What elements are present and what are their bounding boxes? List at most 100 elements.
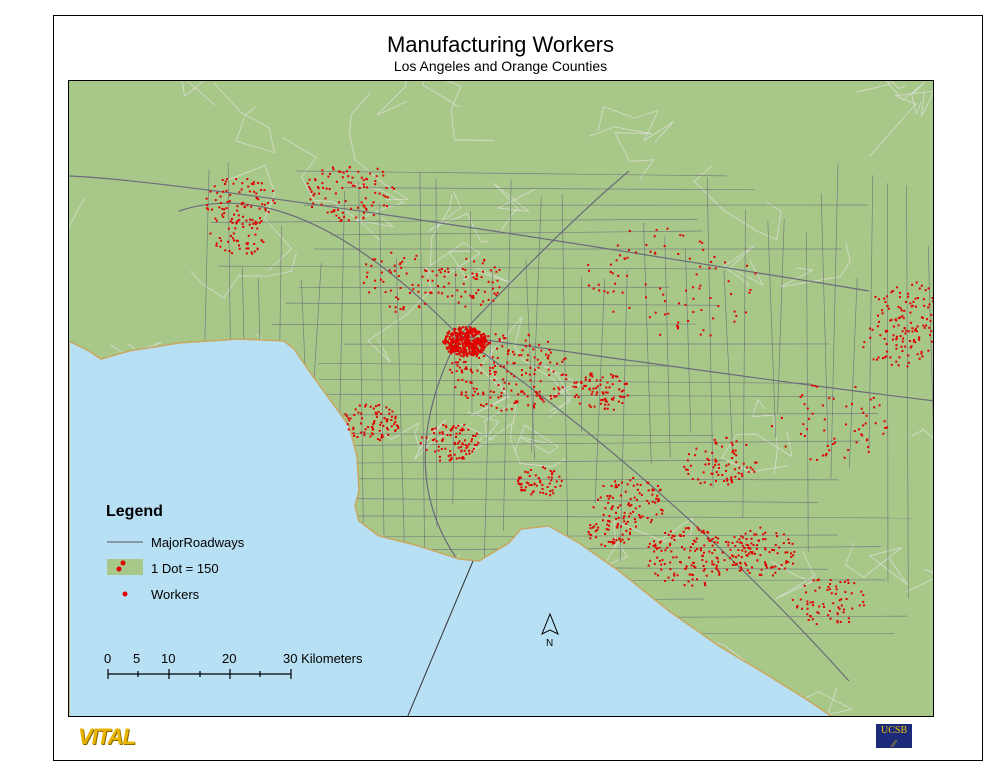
worker-dot	[245, 247, 248, 250]
worker-dot	[454, 350, 457, 353]
worker-dot	[669, 568, 672, 571]
worker-dot	[424, 291, 427, 294]
worker-dot	[621, 291, 624, 294]
worker-dot	[874, 295, 877, 298]
worker-dot	[692, 561, 695, 564]
worker-dot	[897, 305, 900, 308]
worker-dot	[932, 351, 933, 354]
worker-dot	[731, 450, 734, 453]
worker-dot	[714, 480, 717, 483]
worker-dot	[745, 443, 748, 446]
worker-dot	[457, 343, 460, 346]
worker-dot	[851, 607, 854, 610]
worker-dot	[465, 380, 468, 383]
worker-dot	[491, 287, 494, 290]
worker-dot	[731, 564, 734, 567]
worker-dot	[380, 271, 383, 274]
worker-dot	[238, 244, 241, 247]
worker-dot	[444, 340, 447, 343]
worker-dot	[374, 411, 377, 414]
worker-dot	[351, 184, 354, 187]
worker-dot	[461, 331, 464, 334]
worker-dot	[538, 390, 541, 393]
worker-dot	[885, 355, 888, 358]
worker-dot	[705, 574, 708, 577]
worker-dot	[801, 394, 804, 397]
worker-dot	[762, 538, 765, 541]
worker-dot	[707, 537, 710, 540]
worker-dot	[533, 406, 536, 409]
worker-dot	[441, 439, 444, 442]
worker-dot	[480, 363, 483, 366]
worker-dot	[309, 198, 312, 201]
worker-dot	[497, 396, 500, 399]
worker-dot	[444, 270, 447, 273]
worker-dot	[480, 337, 483, 340]
worker-dot	[455, 457, 458, 460]
worker-dot	[456, 344, 459, 347]
worker-dot	[669, 544, 672, 547]
worker-dot	[835, 588, 838, 591]
worker-dot	[670, 550, 673, 553]
worker-dot	[417, 284, 420, 287]
worker-dot	[787, 538, 790, 541]
worker-dot	[791, 562, 794, 565]
worker-dot	[918, 287, 921, 290]
worker-dot	[654, 311, 657, 314]
worker-dot	[714, 267, 717, 270]
worker-dot	[595, 387, 598, 390]
worker-dot	[376, 167, 379, 170]
worker-dot	[621, 481, 624, 484]
worker-dot	[394, 306, 397, 309]
worker-dot	[471, 438, 474, 441]
worker-dot	[453, 329, 456, 332]
worker-dot	[257, 198, 260, 201]
worker-dot	[383, 417, 386, 420]
worker-dot	[676, 327, 679, 330]
worker-dot	[260, 182, 263, 185]
worker-dot	[608, 386, 611, 389]
worker-dot	[267, 210, 270, 213]
worker-dot	[754, 461, 757, 464]
worker-dot	[778, 567, 781, 570]
worker-dot	[634, 525, 637, 528]
worker-dot	[421, 275, 424, 278]
worker-dot	[465, 349, 468, 352]
worker-dot	[492, 391, 495, 394]
worker-dot	[883, 337, 886, 340]
worker-dot	[654, 544, 657, 547]
worker-dot	[236, 239, 239, 242]
worker-dot	[473, 331, 476, 334]
worker-dot	[726, 479, 729, 482]
worker-dot	[264, 207, 267, 210]
worker-dot	[612, 538, 615, 541]
worker-dot	[561, 386, 564, 389]
worker-dot	[427, 279, 430, 282]
worker-dot	[455, 335, 458, 338]
worker-dot	[493, 370, 496, 373]
worker-dot	[464, 338, 467, 341]
worker-dot	[419, 442, 422, 445]
worker-dot	[699, 284, 702, 287]
worker-dot	[464, 444, 467, 447]
worker-dot	[799, 598, 802, 601]
worker-dot	[365, 263, 368, 266]
worker-dot	[480, 351, 483, 354]
worker-dot	[600, 399, 603, 402]
worker-dot	[878, 320, 881, 323]
worker-dot	[209, 232, 212, 235]
worker-dot	[738, 569, 741, 572]
worker-dot	[738, 466, 741, 469]
worker-dot	[534, 474, 537, 477]
worker-dot	[872, 358, 875, 361]
worker-dot	[541, 483, 544, 486]
worker-dot	[443, 285, 446, 288]
worker-dot	[749, 289, 752, 292]
worker-dot	[242, 225, 245, 228]
worker-dot	[655, 497, 658, 500]
worker-dot	[909, 321, 912, 324]
worker-dot	[463, 353, 466, 356]
worker-dot	[930, 340, 933, 343]
worker-dot	[562, 358, 565, 361]
worker-dot	[881, 357, 884, 360]
